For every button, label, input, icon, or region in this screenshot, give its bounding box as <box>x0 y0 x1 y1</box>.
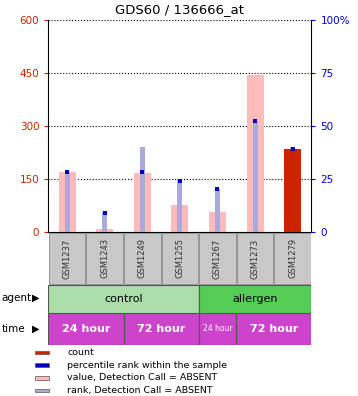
Bar <box>140 147 145 232</box>
Text: 72 hour: 72 hour <box>250 324 298 334</box>
Bar <box>48 313 124 345</box>
Point <box>290 146 295 152</box>
Bar <box>35 376 49 380</box>
Text: 24 hour: 24 hour <box>62 324 110 334</box>
Bar <box>199 233 236 284</box>
Text: allergen: allergen <box>232 294 278 304</box>
Bar <box>35 389 49 392</box>
Bar <box>236 313 311 345</box>
Text: rank, Detection Call = ABSENT: rank, Detection Call = ABSENT <box>67 386 213 395</box>
Bar <box>215 189 220 232</box>
Bar <box>124 233 161 284</box>
Text: count: count <box>67 348 94 357</box>
Point <box>177 178 183 184</box>
Bar <box>199 313 236 345</box>
Bar <box>59 171 76 232</box>
Bar <box>134 173 151 232</box>
Bar <box>274 233 311 284</box>
Bar <box>48 285 199 313</box>
Text: control: control <box>104 294 143 304</box>
Point <box>64 169 70 175</box>
Text: time: time <box>2 324 25 334</box>
Bar <box>102 212 107 232</box>
Text: GSM1279: GSM1279 <box>288 238 297 278</box>
Bar <box>65 171 69 232</box>
Bar <box>199 285 311 313</box>
Point <box>140 169 145 175</box>
Bar <box>86 233 123 284</box>
Text: GSM1255: GSM1255 <box>175 238 184 278</box>
Bar <box>253 122 257 232</box>
Bar <box>35 364 49 367</box>
Text: GSM1273: GSM1273 <box>251 238 260 278</box>
Bar <box>209 212 226 232</box>
Bar <box>171 205 188 232</box>
Text: ▶: ▶ <box>32 293 39 303</box>
Point <box>102 209 108 216</box>
Bar <box>161 233 198 284</box>
Text: GSM1267: GSM1267 <box>213 238 222 278</box>
Text: ▶: ▶ <box>32 324 39 334</box>
Point <box>252 118 258 125</box>
Bar <box>124 313 199 345</box>
Bar <box>96 229 113 232</box>
Text: GSM1243: GSM1243 <box>100 238 109 278</box>
Bar <box>247 74 263 232</box>
Title: GDS60 / 136666_at: GDS60 / 136666_at <box>115 3 245 16</box>
Text: GSM1249: GSM1249 <box>138 238 147 278</box>
Bar <box>35 350 49 354</box>
Bar <box>290 147 295 232</box>
Bar <box>237 233 274 284</box>
Bar <box>284 148 301 232</box>
Text: percentile rank within the sample: percentile rank within the sample <box>67 361 227 369</box>
Bar <box>49 233 86 284</box>
Bar <box>178 179 182 232</box>
Point <box>214 186 220 192</box>
Text: GSM1237: GSM1237 <box>63 238 72 278</box>
Text: value, Detection Call = ABSENT: value, Detection Call = ABSENT <box>67 373 218 383</box>
Text: 24 hour: 24 hour <box>203 324 232 333</box>
Text: 72 hour: 72 hour <box>137 324 185 334</box>
Text: agent: agent <box>2 293 32 303</box>
